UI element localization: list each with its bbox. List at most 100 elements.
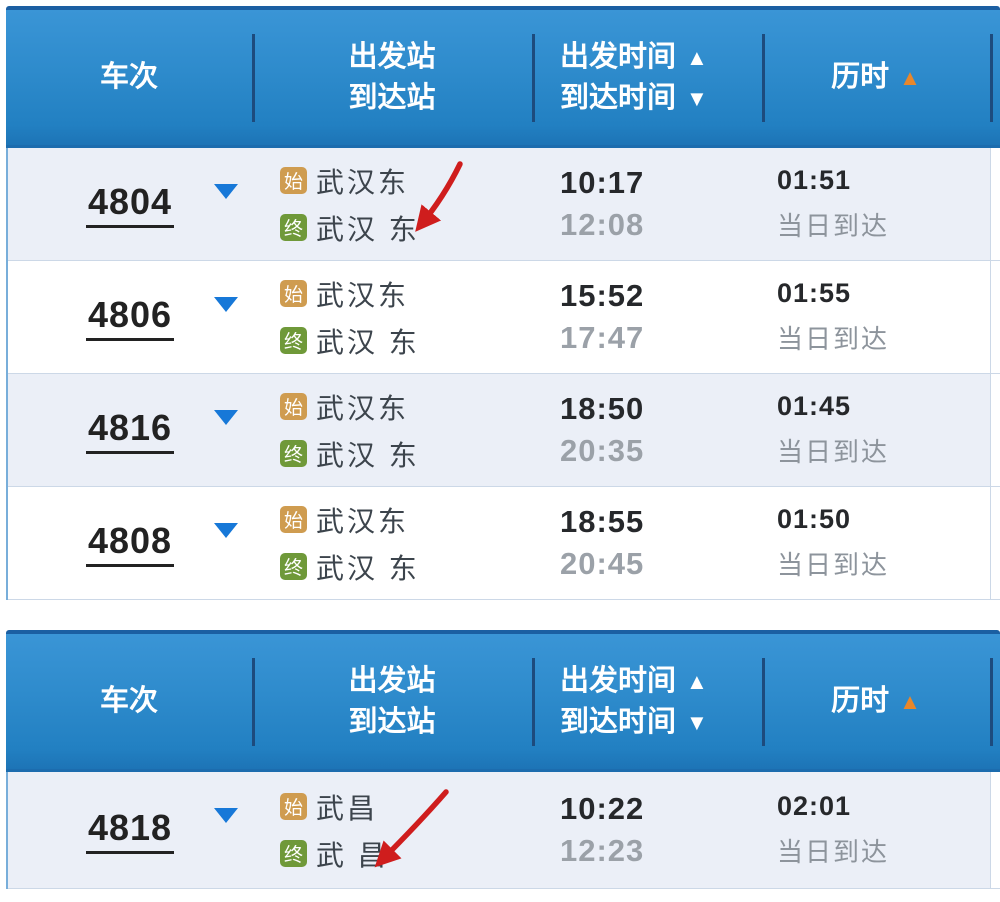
duration-cell: 01:45 当日到达 bbox=[762, 374, 990, 486]
arr-station-label: 到达站 bbox=[348, 81, 436, 114]
start-badge: 始 bbox=[280, 793, 307, 820]
expand-caret-icon[interactable] bbox=[214, 410, 238, 425]
arr-time-label: 到达时间 bbox=[560, 81, 677, 114]
departure-time: 15:52 bbox=[560, 278, 645, 313]
train-cell: 4806 bbox=[8, 261, 252, 373]
train-cell: 4818 bbox=[8, 772, 252, 888]
same-day-note: 当日到达 bbox=[777, 837, 890, 867]
column-times-sort[interactable]: 出发时间 ▲ 到达时间 ▼ bbox=[532, 10, 762, 145]
start-badge: 始 bbox=[280, 393, 307, 420]
dep-time-label: 出发时间 bbox=[560, 664, 677, 697]
expand-caret-icon[interactable] bbox=[214, 297, 238, 312]
duration-sort-icon[interactable]: ▲ bbox=[899, 65, 921, 90]
sort-desc-icon[interactable]: ▼ bbox=[686, 85, 708, 111]
row-stub bbox=[990, 148, 1000, 260]
arr-station-label: 到达站 bbox=[348, 705, 436, 738]
expand-caret-icon[interactable] bbox=[214, 523, 238, 538]
same-day-note: 当日到达 bbox=[777, 550, 890, 580]
departure-time: 10:17 bbox=[560, 165, 645, 200]
end-badge: 终 bbox=[280, 440, 307, 467]
column-duration-sort[interactable]: 历时 ▲ bbox=[762, 10, 990, 145]
same-day-note: 当日到达 bbox=[777, 211, 890, 241]
results-body-2: 4818 始 武昌 终 武 昌 10:22 12:23 02:01 当日到达 bbox=[6, 772, 1000, 889]
station-cell: 始 武汉东 终 武汉 东 bbox=[252, 261, 532, 373]
dep-station-label: 出发站 bbox=[348, 664, 436, 697]
arrival-time: 20:45 bbox=[560, 546, 645, 581]
duration-value: 02:01 bbox=[777, 791, 852, 821]
departure-station: 武汉东 bbox=[316, 392, 410, 424]
sort-asc-icon[interactable]: ▲ bbox=[686, 44, 708, 70]
time-cell: 10:22 12:23 bbox=[532, 772, 762, 888]
sort-desc-icon[interactable]: ▼ bbox=[686, 709, 708, 735]
arrival-station: 武 昌 bbox=[316, 839, 389, 871]
header-divider bbox=[762, 657, 765, 746]
station-cell: 始 武汉东 终 武汉 东 bbox=[252, 487, 532, 599]
station-cell: 始 武昌 终 武 昌 bbox=[252, 772, 532, 888]
column-duration-sort[interactable]: 历时 ▲ bbox=[762, 634, 990, 769]
row-stub bbox=[990, 772, 1000, 888]
dep-time-label: 出发时间 bbox=[560, 40, 677, 73]
column-train: 车次 bbox=[6, 634, 252, 769]
row-stub bbox=[990, 487, 1000, 599]
start-badge: 始 bbox=[280, 506, 307, 533]
arrival-time: 12:08 bbox=[560, 207, 645, 242]
start-badge: 始 bbox=[280, 167, 307, 194]
train-number-link[interactable]: 4818 bbox=[85, 807, 175, 854]
arrival-time: 12:23 bbox=[560, 833, 645, 868]
duration-value: 01:51 bbox=[777, 165, 852, 195]
column-train: 车次 bbox=[6, 10, 252, 145]
train-number-link[interactable]: 4806 bbox=[85, 294, 175, 341]
departure-time: 18:55 bbox=[560, 504, 645, 539]
arrival-station: 武汉 东 bbox=[316, 552, 420, 584]
departure-station: 武汉东 bbox=[316, 166, 410, 198]
end-badge: 终 bbox=[280, 553, 307, 580]
arrival-time: 20:35 bbox=[560, 433, 645, 468]
departure-station: 武昌 bbox=[316, 792, 379, 824]
dep-station-label: 出发站 bbox=[348, 40, 436, 73]
departure-station: 武汉东 bbox=[316, 505, 410, 537]
expand-caret-icon[interactable] bbox=[214, 808, 238, 823]
expand-caret-icon[interactable] bbox=[214, 184, 238, 199]
time-cell: 18:55 20:45 bbox=[532, 487, 762, 599]
station-cell: 始 武汉东 终 武汉 东 bbox=[252, 374, 532, 486]
train-number-link[interactable]: 4816 bbox=[85, 407, 175, 454]
column-times-sort[interactable]: 出发时间 ▲ 到达时间 ▼ bbox=[532, 634, 762, 769]
header-divider bbox=[252, 657, 255, 746]
arrival-time: 17:47 bbox=[560, 320, 645, 355]
same-day-note: 当日到达 bbox=[777, 437, 890, 467]
sort-asc-icon[interactable]: ▲ bbox=[686, 668, 708, 694]
duration-value: 01:45 bbox=[777, 391, 852, 421]
table-row: 4818 始 武昌 终 武 昌 10:22 12:23 02:01 当日到达 bbox=[8, 772, 1000, 889]
duration-sort-icon[interactable]: ▲ bbox=[899, 689, 921, 714]
header-divider bbox=[762, 33, 765, 122]
departure-station: 武汉东 bbox=[316, 279, 410, 311]
train-cell: 4808 bbox=[8, 487, 252, 599]
train-number-link[interactable]: 4808 bbox=[85, 520, 175, 567]
arrival-station: 武汉 东 bbox=[316, 326, 420, 358]
header-divider bbox=[252, 33, 255, 122]
results-header-1: 车次 出发站 到达站 出发时间 ▲ 到达时间 ▼ 历时 ▲ bbox=[6, 6, 1000, 148]
train-cell: 4804 bbox=[8, 148, 252, 260]
duration-cell: 01:55 当日到达 bbox=[762, 261, 990, 373]
table-row: 4804 始 武汉东 终 武汉 东 10:17 12:08 01:51 当日到达 bbox=[8, 148, 1000, 261]
results-body-1: 4804 始 武汉东 终 武汉 东 10:17 12:08 01:51 当日到达 bbox=[6, 148, 1000, 600]
same-day-note: 当日到达 bbox=[777, 324, 890, 354]
time-cell: 10:17 12:08 bbox=[532, 148, 762, 260]
arrival-station: 武汉 东 bbox=[316, 439, 420, 471]
duration-cell: 02:01 当日到达 bbox=[762, 772, 990, 888]
header-divider bbox=[990, 657, 993, 746]
duration-value: 01:50 bbox=[777, 504, 852, 534]
column-train-label: 车次 bbox=[99, 685, 158, 717]
train-number-link[interactable]: 4804 bbox=[85, 181, 175, 228]
column-stations: 出发站 到达站 bbox=[252, 634, 532, 769]
end-badge: 终 bbox=[280, 327, 307, 354]
time-cell: 18:50 20:35 bbox=[532, 374, 762, 486]
duration-label: 历时 bbox=[831, 61, 890, 93]
duration-cell: 01:50 当日到达 bbox=[762, 487, 990, 599]
tables-gap bbox=[6, 600, 1000, 630]
departure-time: 10:22 bbox=[560, 791, 645, 826]
train-cell: 4816 bbox=[8, 374, 252, 486]
header-divider bbox=[990, 33, 993, 122]
header-divider bbox=[532, 657, 535, 746]
duration-cell: 01:51 当日到达 bbox=[762, 148, 990, 260]
